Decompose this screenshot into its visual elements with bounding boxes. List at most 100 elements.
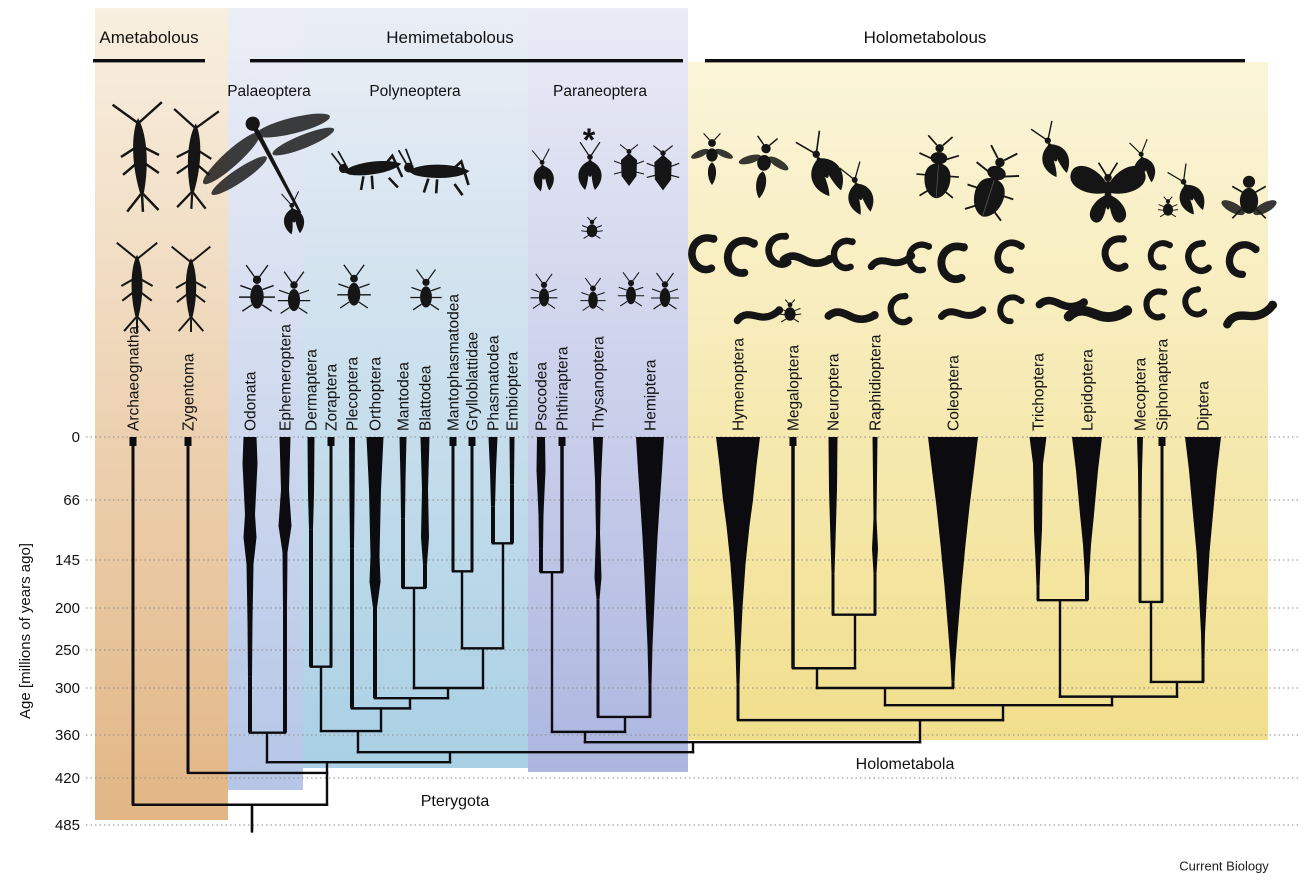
node-plecoptera-plus [350,707,412,733]
node-holometabola [736,718,1005,744]
branch-neuroptera [828,437,838,615]
paraneoptera-block [528,8,688,772]
node-palaeoptera [248,731,287,764]
branch-archaeognatha [129,437,137,805]
node-neuropterida [791,667,857,690]
underline-holometabolous [705,59,1245,63]
group-header-holometabolous: Holometabolous [863,28,987,47]
taxon-label-neuroptera: Neuroptera [826,353,843,431]
taxon-label-embioptera: Embioptera [505,351,522,431]
branch-trichoptera [1029,437,1047,601]
taxon-label-hemiptera: Hemiptera [643,359,660,431]
branch-mantophasmatodea [449,437,457,572]
node-antliophora [1149,680,1205,698]
taxon-label-hymenoptera: Hymenoptera [731,338,748,431]
branch-grylloblattidae [468,437,476,572]
branch-odonata [242,437,258,733]
node-dermaptera-zoraptera [309,665,333,733]
taxon-label-mecoptera: Mecoptera [1133,357,1150,431]
node-neuroptera-raphidioptera [831,613,877,670]
branch-orthoptera [366,437,384,699]
clade-label-holometabola: Holometabola [855,756,955,773]
taxon-label-lepidoptera: Lepidoptera [1080,349,1097,431]
branch-megaloptera [789,437,797,669]
age-tick-label: 300 [55,680,80,697]
taxon-label-dermaptera: Dermaptera [304,349,321,431]
group-header-ametabolous: Ametabolous [99,28,199,47]
branch-phthiraptera [558,437,566,573]
taxon-label-mantophasmatodea: Mantophasmatodea [446,294,463,431]
taxon-label-siphonaptera: Siphonaptera [1155,338,1172,431]
node-polyneoptera [319,729,383,754]
age-tick-label: 66 [63,492,80,509]
taxon-label-odonata: Odonata [243,371,260,431]
node-thysanoptera-hemiptera [596,715,652,734]
node-dictyoptera [401,586,427,690]
age-tick-label: 420 [55,770,80,787]
branch-diptera [1185,437,1221,682]
branch-embioptera [509,437,515,544]
age-tick-label: 145 [55,552,80,569]
node-neuropteroidea [815,686,955,707]
node-mecoptera-siphonaptera [1138,600,1164,684]
branch-hemiptera [636,437,664,717]
taxon-label-coleoptera: Coleoptera [946,355,963,431]
taxon-label-diptera: Diptera [1196,381,1213,431]
taxon-label-trichoptera: Trichoptera [1031,353,1048,431]
subgroup-header-polyneoptera: Polyneoptera [369,83,461,100]
subgroup-header-palaeoptera: Palaeoptera [227,83,311,100]
journal-credit: Current Biology [1179,858,1269,874]
taxon-label-phthiraptera: Phthiraptera [555,346,572,431]
branch-zygentoma [184,437,192,773]
age-tick-label: 200 [55,600,80,617]
age-axis: 0 66 145 200 250 300 360 420 485 Age [millions of… [17,429,1299,834]
polyneoptera-block [303,8,528,768]
age-tick-label: 360 [55,727,80,744]
branch-siphonaptera [1158,437,1166,602]
branch-coleoptera [928,437,978,688]
phylogenetic-tree [129,437,1221,833]
taxon-label-archaeognatha: Archaeognatha [126,325,143,431]
taxon-label-zygentoma: Zygentoma [181,353,198,431]
underline-hemimetabolous [250,59,683,63]
node-xenonomia [451,570,474,650]
node-eukinolabia [491,542,514,650]
taxon-label-orthoptera: Orthoptera [368,357,385,431]
node-dicondylia [186,771,329,806]
taxon-label-megaloptera: Megaloptera [786,344,803,431]
taxon-label-raphidioptera: Raphidioptera [868,334,885,431]
age-axis-title: Age [millions of years ago] [17,543,34,719]
taxon-label-thysanoptera: Thysanoptera [591,336,608,431]
asterisk-marker: * [582,122,596,158]
branch-lepidoptera [1072,437,1102,601]
taxon-label-blattodea: Blattodea [418,365,435,431]
node-amphiesmenoptera [1036,598,1089,698]
taxon-label-zoraptera: Zoraptera [324,363,341,431]
node-psocodea-phthiraptera [539,571,564,734]
branch-mecoptera [1137,437,1143,602]
branch-blattodea [420,437,430,588]
branch-hymenoptera [716,437,760,721]
branch-dermaptera [307,437,315,667]
taxon-label-mantodea: Mantodea [396,362,413,431]
branch-psocodea [536,437,546,573]
branch-zoraptera [327,437,335,667]
age-tick-label: 250 [55,642,80,659]
node-xenonomia-eukinolabia [460,647,505,690]
background-regions [95,8,1268,820]
taxon-label-psocodea: Psocodea [534,362,551,431]
age-tick-label: 0 [72,429,80,446]
subgroup-header-paraneoptera: Paraneoptera [553,83,647,100]
underline-ametabolous [93,59,205,63]
taxon-label-plecoptera: Plecoptera [345,357,362,431]
branch-plecoptera [349,437,355,709]
node-aparaglossata [883,704,1114,722]
header-underlines [93,59,1245,63]
taxa-labels: Archaeognatha Zygentoma Odonata Ephemeropte… [126,294,1213,431]
branch-phasmatodea [488,437,498,544]
taxon-label-phasmatodea: Phasmatodea [486,335,503,431]
branch-ephemeroptera [278,437,292,733]
taxon-label-grylloblattidae: Grylloblattidae [465,332,482,431]
